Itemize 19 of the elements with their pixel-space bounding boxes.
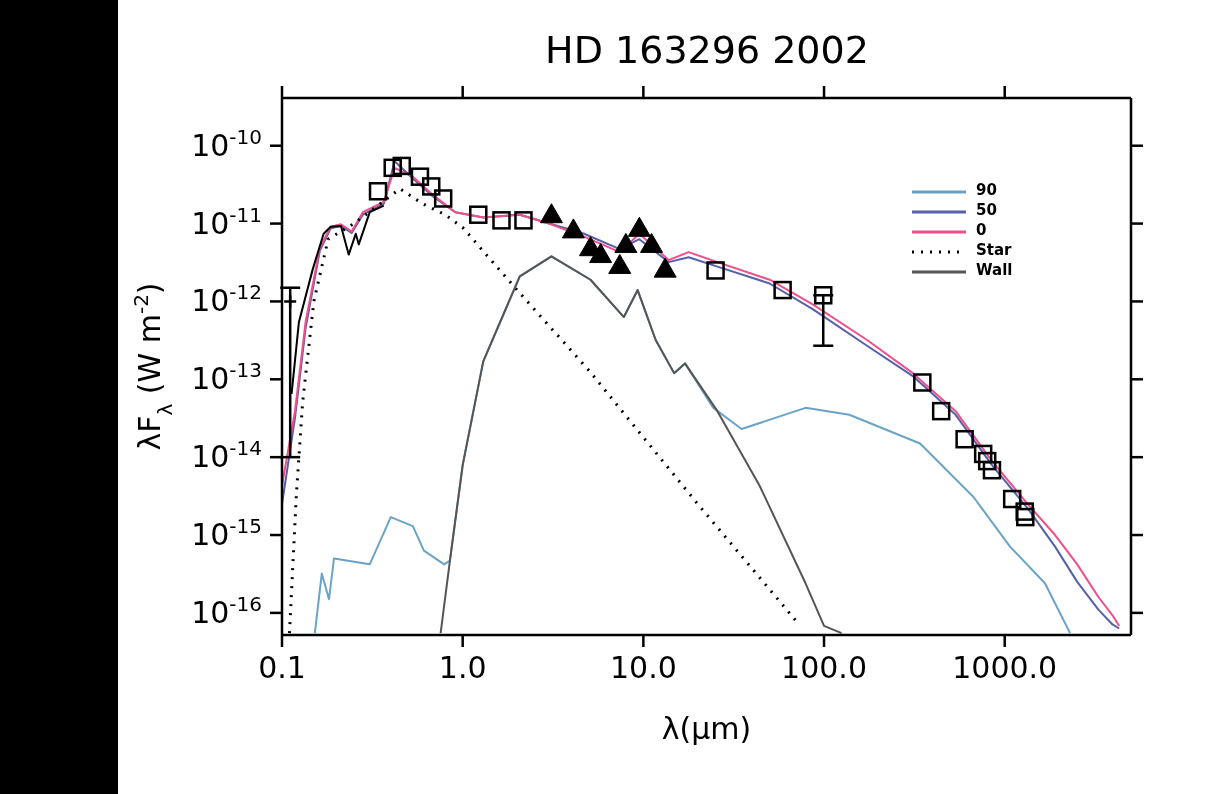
legend-label: Wall <box>976 260 1013 280</box>
y-tick-label: 10$^{-10}$ <box>191 124 262 163</box>
legend-label: 0 <box>976 220 987 240</box>
x-tick-label: 0.1 <box>258 650 306 686</box>
y-tick-label: 10$^{-15}$ <box>191 514 262 553</box>
y-tick-label: 10$^{-13}$ <box>191 358 262 397</box>
x-tick-label: 100.0 <box>781 650 867 686</box>
chart-title: HD 163296 2002 <box>544 28 870 72</box>
y-tick-label: 10$^{-12}$ <box>191 280 262 319</box>
y-tick-label: 10$^{-16}$ <box>191 591 262 630</box>
x-axis-title: λ(μm) <box>661 711 752 746</box>
legend-label: Star <box>976 240 1012 260</box>
y-tick-label: 10$^{-14}$ <box>191 436 262 475</box>
x-tick-label: 1.0 <box>438 650 487 686</box>
y-tick-label: 10$^{-11}$ <box>191 202 262 241</box>
x-tick-label: 1000.0 <box>952 650 1058 686</box>
legend-label: 50 <box>976 200 997 220</box>
x-tick-label: 10.0 <box>609 650 677 686</box>
legend-label: 90 <box>976 180 997 200</box>
